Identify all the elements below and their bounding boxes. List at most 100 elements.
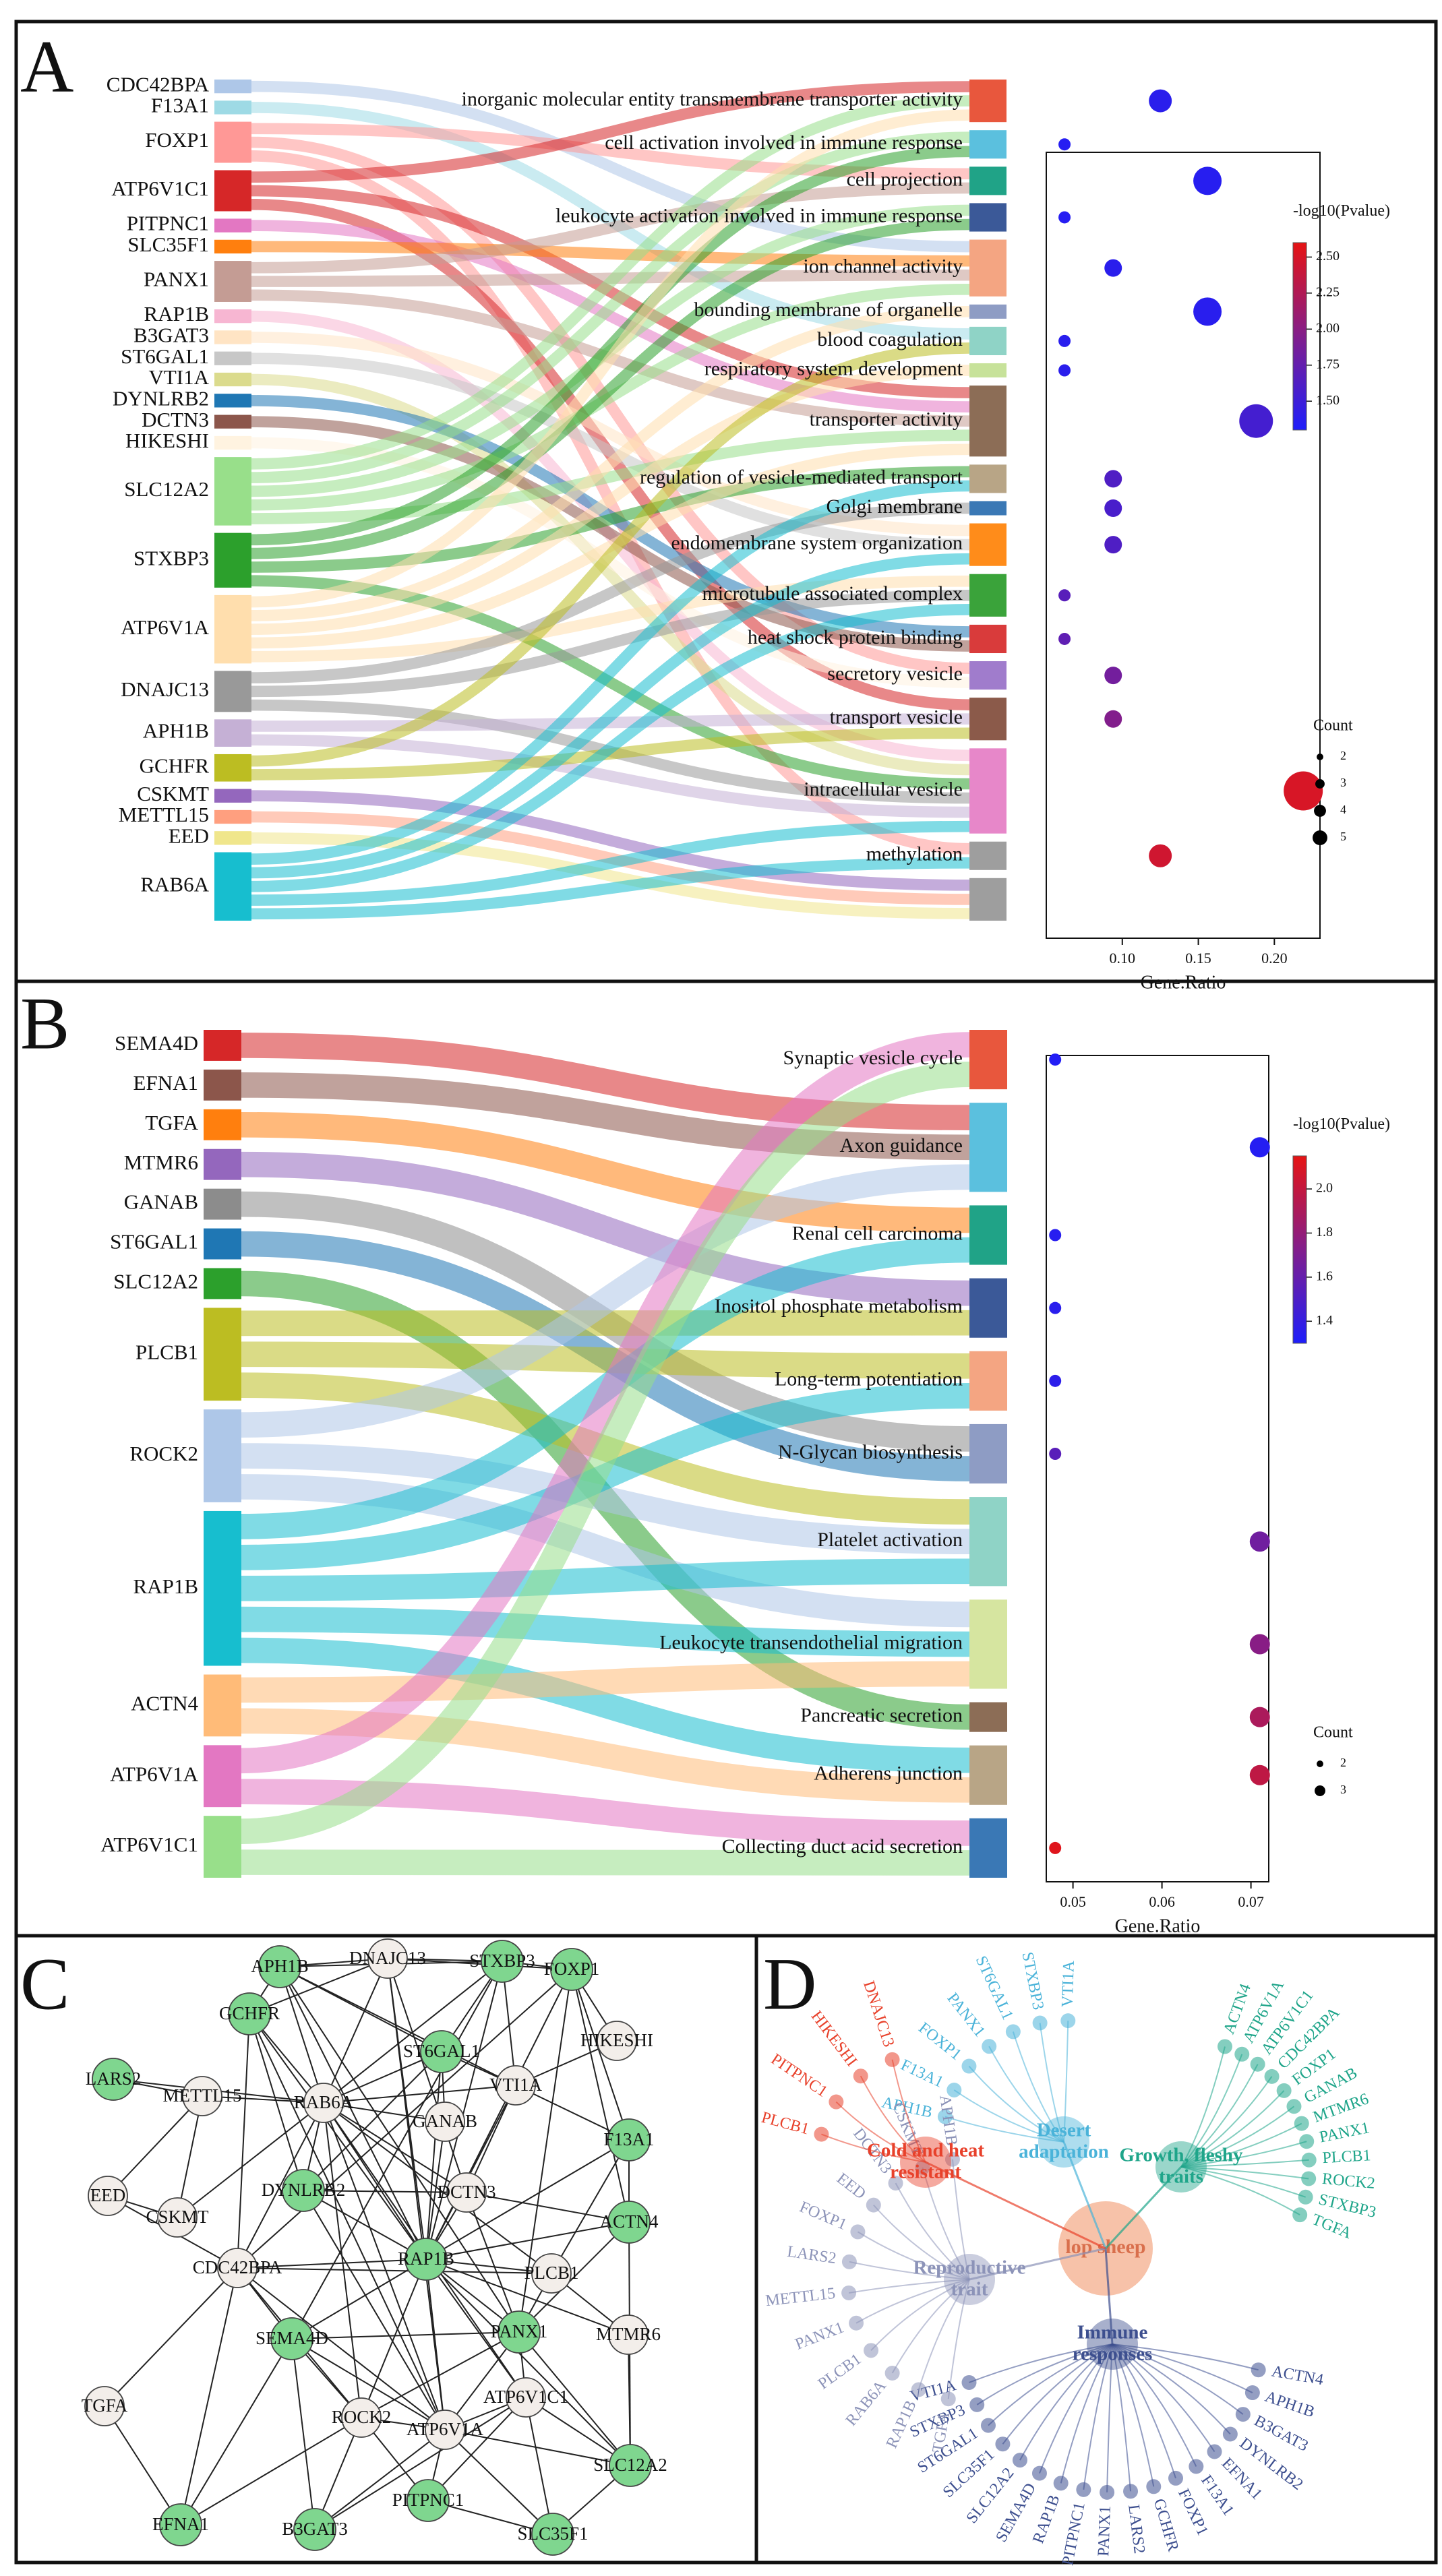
node-slc12a2 bbox=[609, 2444, 652, 2487]
sankey-link-slc12a2 bbox=[251, 95, 970, 470]
edge-stxbp3-rap1b bbox=[425, 1961, 503, 2260]
gene-label-gchfr: GCHFR bbox=[140, 754, 210, 777]
term-label-7: Leukocyte transendothelial migration bbox=[659, 1631, 963, 1653]
edge-foxp1-actn4 bbox=[571, 1969, 630, 2223]
gene-leaf-dot bbox=[1264, 2068, 1280, 2084]
dot-9 bbox=[1249, 1765, 1270, 1785]
gene-leaf-label-plcb1: PLCB1 bbox=[760, 2109, 811, 2139]
gene-spoke bbox=[969, 2343, 1113, 2383]
gene-label-hikeshi: HIKESHI bbox=[125, 429, 209, 452]
gene-leaf-label-f13a1: F13A1 bbox=[898, 2056, 946, 2091]
node-label-mettl15: METTL15 bbox=[163, 2085, 242, 2106]
size-legend-label: 3 bbox=[1340, 1783, 1346, 1796]
node-sema4d bbox=[270, 2317, 313, 2360]
sankey-link-rab6a bbox=[251, 604, 970, 892]
dot-2 bbox=[1049, 1229, 1062, 1241]
gene-leaf-label-plcb1: PLCB1 bbox=[1322, 2147, 1371, 2167]
edge-vti1a-rap1b bbox=[425, 2085, 516, 2260]
trait-hub bbox=[944, 2254, 995, 2305]
panel-letter: B bbox=[20, 982, 69, 1064]
edge-dynlrb2-atp6v1a bbox=[303, 2190, 446, 2430]
node-cskmt bbox=[157, 2197, 198, 2238]
term-bar-14 bbox=[969, 661, 1007, 690]
colorbar-tick-label: 2.50 bbox=[1316, 249, 1340, 264]
gene-leaf-dot bbox=[1012, 2453, 1027, 2468]
edge-gchfr-rap1b bbox=[249, 2013, 427, 2260]
sankey-link-efna1 bbox=[241, 1072, 970, 1161]
network-edges bbox=[104, 1958, 631, 2535]
gene-spoke bbox=[849, 2261, 970, 2280]
sankey-link-aph1b bbox=[251, 734, 970, 818]
gene-label-ganab: GANAB bbox=[124, 1190, 198, 1214]
gene-leaf-dot bbox=[884, 2365, 900, 2381]
x-tick-label: 0.07 bbox=[1238, 1893, 1264, 1910]
term-label-10: Golgi membrane bbox=[827, 495, 963, 518]
gene-leaf-dot bbox=[884, 2052, 900, 2067]
dot-6 bbox=[1058, 334, 1071, 347]
gene-leaf-dot bbox=[1235, 2407, 1251, 2422]
gene-bar-dnajc13 bbox=[214, 671, 251, 712]
gene-label-st6gal1: ST6GAL1 bbox=[110, 1230, 198, 1254]
sankey-link-rab6a bbox=[251, 553, 970, 879]
gene-spoke bbox=[1180, 2054, 1243, 2168]
edge-atp6v1a-b3gat3 bbox=[314, 2429, 446, 2530]
gene-label-sema4d: SEMA4D bbox=[115, 1031, 198, 1055]
gene-label-eed: EED bbox=[169, 824, 209, 847]
node-label-eed: EED bbox=[90, 2185, 125, 2205]
sankey-link-dnajc13 bbox=[251, 502, 970, 683]
sankey-link-rab6a bbox=[251, 820, 970, 906]
edge-rab6a-cdc42bpa bbox=[237, 2102, 324, 2269]
edge-rap1b-sema4d bbox=[291, 2259, 427, 2339]
edge-sema4d-efna1 bbox=[180, 2338, 293, 2525]
node-label-slc12a2: SLC12A2 bbox=[593, 2455, 667, 2475]
gene-spoke bbox=[1112, 2343, 1197, 2467]
sankey-link-rab6a bbox=[251, 857, 970, 920]
dot-6 bbox=[1249, 1531, 1270, 1552]
sankey-link-pitpnc1 bbox=[251, 220, 970, 412]
sankey-link-stxbp3 bbox=[251, 218, 970, 559]
sankey-link-atp6v1a bbox=[251, 109, 970, 608]
sankey-link-rock2 bbox=[241, 1164, 970, 1438]
gene-leaf-label-lars2: LARS2 bbox=[786, 2243, 837, 2267]
node-atp6v1a bbox=[425, 2410, 465, 2450]
edge-mettl15-cskmt bbox=[177, 2095, 203, 2218]
gene-spoke bbox=[1039, 2343, 1113, 2474]
gene-label-rock2: ROCK2 bbox=[129, 1442, 198, 1465]
gene-leaf-dot bbox=[1005, 2024, 1021, 2040]
trait-hub bbox=[1087, 2319, 1138, 2370]
term-label-2: cell projection bbox=[847, 168, 963, 190]
node-vti1a bbox=[495, 2065, 536, 2106]
edge-rap1b-atp6v1c1 bbox=[425, 2259, 527, 2398]
size-legend-label: 2 bbox=[1340, 1756, 1346, 1769]
edge-dnajc13-foxp1 bbox=[387, 1958, 572, 1970]
gene-label-mtmr6: MTMR6 bbox=[124, 1151, 198, 1174]
node-label-dnajc13: DNAJC13 bbox=[349, 1948, 426, 1968]
edge-cdc42bpa-plcb1 bbox=[237, 2267, 552, 2274]
term-bar-11 bbox=[969, 523, 1007, 566]
gene-spoke bbox=[1180, 2141, 1307, 2168]
term-bar-7 bbox=[969, 1599, 1007, 1689]
edge-gchfr-cdc42bpa bbox=[237, 2013, 250, 2269]
gene-spoke bbox=[1112, 2343, 1253, 2393]
gene-leaf-dot bbox=[1053, 2476, 1069, 2491]
dot-9 bbox=[1104, 470, 1122, 488]
gene-spoke bbox=[1106, 2343, 1113, 2492]
colorbar-tick-label: 1.8 bbox=[1316, 1225, 1333, 1239]
gene-spoke bbox=[1180, 2046, 1226, 2168]
gene-leaf-label-gchfr: GCHFR bbox=[1150, 2496, 1182, 2553]
edge-rab6a-vti1a bbox=[323, 2085, 516, 2104]
term-label-8: transporter activity bbox=[810, 408, 963, 431]
gene-spoke bbox=[976, 2343, 1113, 2405]
sankey-link-rab6a bbox=[251, 480, 970, 865]
dot-5 bbox=[1193, 297, 1222, 326]
term-bar-3 bbox=[969, 203, 1007, 232]
gene-leaf-dot bbox=[1234, 2046, 1250, 2062]
term-label-6: Platelet activation bbox=[817, 1529, 963, 1551]
sankey-link-stxbp3 bbox=[251, 146, 970, 546]
edge-dctn3-panx1 bbox=[466, 2192, 520, 2333]
node-label-atp6v1c1: ATP6V1C1 bbox=[483, 2387, 568, 2407]
gene-leaf-dot bbox=[1251, 2362, 1266, 2378]
node-label-dynlrb2: DYNLRB2 bbox=[262, 2180, 346, 2200]
gene-leaf-dot bbox=[829, 2094, 844, 2110]
dot-1 bbox=[1249, 1137, 1270, 1158]
